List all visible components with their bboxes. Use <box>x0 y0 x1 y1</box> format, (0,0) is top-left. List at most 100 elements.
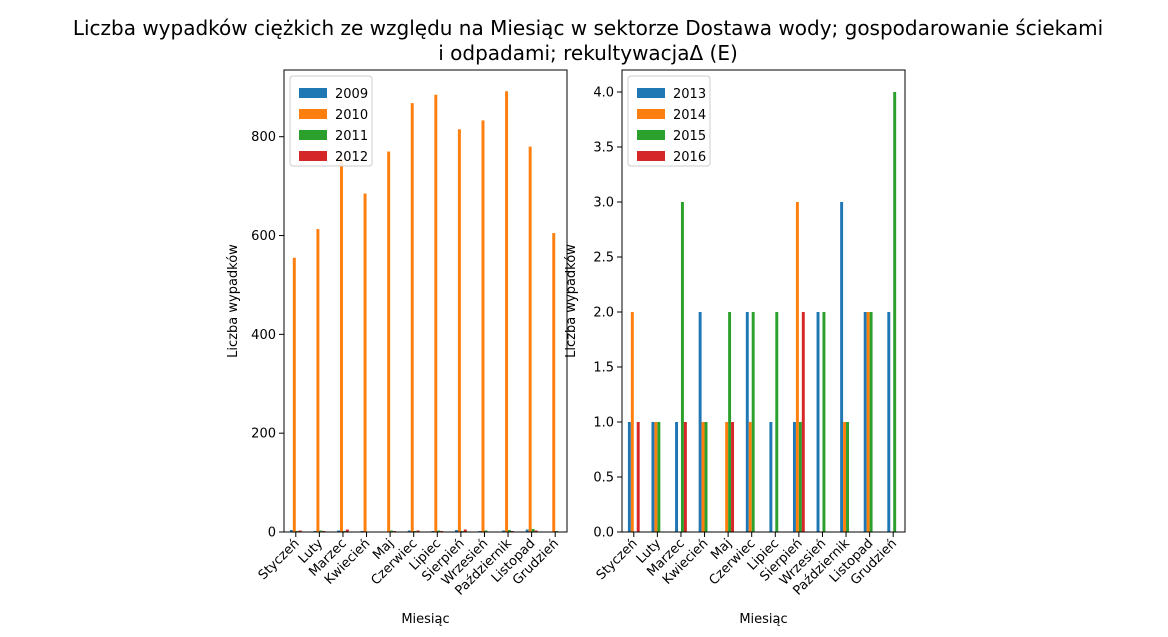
bar-2012-czerwiec <box>416 530 420 532</box>
bar-2013-sierpień <box>792 422 796 532</box>
bar-2010-sierpień <box>457 129 461 532</box>
bar-2016-styczeń <box>636 422 640 532</box>
legend-swatch-2009 <box>299 88 327 98</box>
bar-2014-maj <box>725 422 729 532</box>
bar-2011-wrzesień <box>484 530 488 532</box>
bar-2009-styczeń <box>289 530 293 532</box>
y-tick-label: 3.0 <box>593 196 614 211</box>
bar-2014-czerwiec <box>748 422 752 532</box>
bar-2009-czerwiec <box>407 530 411 532</box>
bar-2014-luty <box>654 422 658 532</box>
chart-title-line-2: i odpadami; rekultywacjaΔ (E) <box>438 41 738 65</box>
bar-2015-maj <box>728 312 732 532</box>
legend-swatch-2014 <box>637 109 665 119</box>
bar-2016-marzec <box>683 422 687 532</box>
right-chart-panel: 0.00.51.01.52.02.53.03.54.0StyczeńLutyMa… <box>564 69 906 627</box>
left-chart-panel: 0200400600800StyczeńLutyMarzecKwiecieńMa… <box>226 69 568 627</box>
bar-2012-styczeń <box>298 530 302 532</box>
bar-2015-lipiec <box>775 312 779 532</box>
bar-2012-listopad <box>534 530 538 532</box>
bar-2011-maj <box>390 530 394 532</box>
legend-label-2013: 2013 <box>673 87 706 102</box>
bar-2011-lipiec <box>437 530 441 532</box>
bar-2011-listopad <box>531 529 535 532</box>
legend-label-2012: 2012 <box>335 150 368 165</box>
y-tick-label: 600 <box>251 229 276 244</box>
bar-2010-październik <box>505 91 509 532</box>
legend-swatch-2016 <box>637 151 665 161</box>
bar-2015-sierpień <box>798 422 802 532</box>
legend-box <box>627 75 711 167</box>
bar-2015-czerwiec <box>751 312 755 532</box>
bar-2014-listopad <box>866 312 870 532</box>
x-axis-label: Miesiąc <box>401 612 449 627</box>
bar-2011-luty <box>319 530 323 532</box>
bar-2010-grudzień <box>552 233 556 532</box>
y-tick-label: 0.5 <box>593 471 614 486</box>
bar-2010-kwiecień <box>363 193 367 532</box>
legend-label-2016: 2016 <box>673 150 706 165</box>
y-tick-label: 800 <box>251 130 276 145</box>
bar-2014-sierpień <box>795 202 799 532</box>
y-tick-label: 3.5 <box>593 141 614 156</box>
y-axis-label: Liczba wypadków <box>226 244 241 358</box>
bar-2009-sierpień <box>454 530 458 532</box>
bar-2010-listopad <box>528 146 532 532</box>
bar-2012-sierpień <box>463 529 467 532</box>
bar-2016-sierpień <box>801 312 805 532</box>
x-tick-label-styczeń: Styczeń <box>256 536 303 583</box>
bar-2010-czerwiec <box>410 103 414 532</box>
y-tick-label: 200 <box>251 427 276 442</box>
bar-2015-kwiecień <box>704 422 708 532</box>
legend-label-2014: 2014 <box>673 108 706 123</box>
bar-2009-marzec <box>337 530 341 532</box>
legend-swatch-2013 <box>637 88 665 98</box>
y-tick-label: 0 <box>268 526 276 541</box>
y-tick-label: 1.0 <box>593 416 614 431</box>
bar-2009-październik <box>502 530 506 532</box>
bar-2013-kwiecień <box>698 312 702 532</box>
legend-swatch-2011 <box>299 130 327 140</box>
x-axis-label: Miesiąc <box>739 612 787 627</box>
bar-2010-marzec <box>340 158 343 533</box>
bar-2013-listopad <box>863 312 867 532</box>
legend-label-2010: 2010 <box>335 108 368 123</box>
bar-2015-grudzień <box>893 92 897 532</box>
x-tick-label-styczeń: Styczeń <box>594 536 641 583</box>
legend-label-2011: 2011 <box>335 129 368 144</box>
bar-2013-luty <box>651 422 655 532</box>
bar-2013-styczeń <box>627 422 631 532</box>
bar-2015-marzec <box>680 202 684 532</box>
legend-label-2015: 2015 <box>673 129 706 144</box>
bar-2010-luty <box>316 229 320 532</box>
plot-frame <box>283 69 568 533</box>
y-tick-label: 1.5 <box>593 361 614 376</box>
y-tick-label: 2.5 <box>593 251 614 266</box>
plot-frame <box>621 69 906 533</box>
y-tick-label: 0.0 <box>593 526 614 541</box>
bar-2016-maj <box>731 422 735 532</box>
bar-2015-listopad <box>869 312 873 532</box>
legend-label-2009: 2009 <box>335 87 368 102</box>
bar-2010-styczeń <box>292 257 296 532</box>
legend-swatch-2012 <box>299 151 327 161</box>
y-axis-label: Liczba wypadków <box>564 244 579 358</box>
bar-2011-październik <box>508 530 511 532</box>
y-tick-label: 400 <box>251 328 276 343</box>
bar-2013-grudzień <box>887 312 891 532</box>
bar-2010-lipiec <box>434 94 438 533</box>
bar-2010-maj <box>387 151 391 532</box>
bar-2013-wrzesień <box>816 312 820 532</box>
bar-2015-październik <box>846 422 849 532</box>
y-tick-label: 4.0 <box>593 86 614 101</box>
bar-2010-wrzesień <box>481 120 485 533</box>
legend-swatch-2010 <box>299 109 327 119</box>
bar-2012-marzec <box>345 529 349 532</box>
bar-2014-styczeń <box>630 312 634 532</box>
chart-title-line-1: Liczba wypadków ciężkich ze względu na M… <box>73 16 1103 40</box>
bar-2013-marzec <box>675 422 679 532</box>
legend-box <box>289 75 373 167</box>
legend-swatch-2015 <box>637 130 665 140</box>
bar-2013-lipiec <box>769 422 773 532</box>
